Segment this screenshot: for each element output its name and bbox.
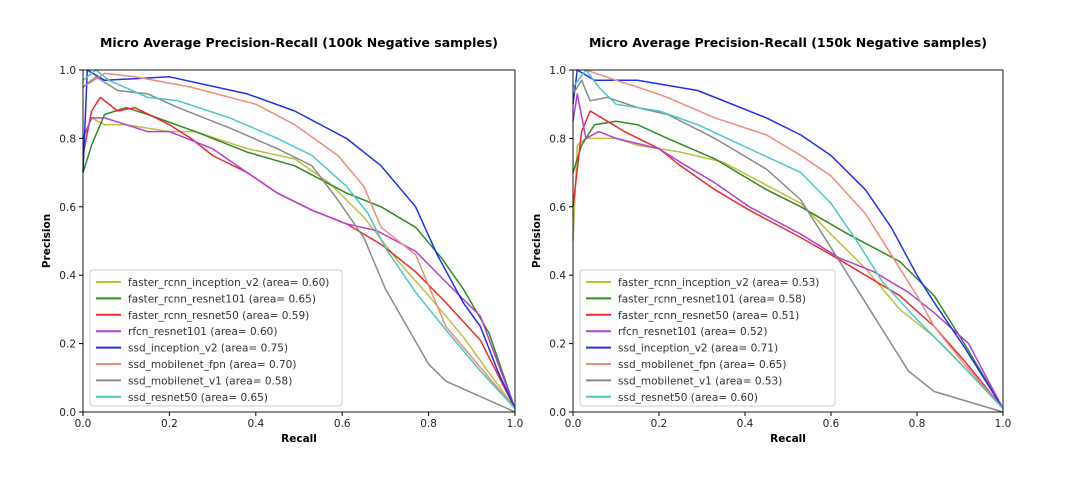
y-tick-label: 1.0 <box>59 65 76 77</box>
x-tick-label: 1.0 <box>507 418 524 430</box>
legend-item: rfcn_resnet101 (area= 0.60) <box>96 326 277 338</box>
legend-label: faster_rcnn_inception_v2 (area= 0.53) <box>618 277 819 289</box>
legend-label: ssd_resnet50 (area= 0.60) <box>618 392 758 404</box>
series-line-2 <box>82 106 516 409</box>
x-tick-label: 0.6 <box>823 418 840 430</box>
series-line-5 <box>572 69 1004 409</box>
legend-box <box>89 269 343 407</box>
legend-box <box>579 269 836 407</box>
series-line-7 <box>572 79 1004 413</box>
legend-label: faster_rcnn_resnet101 (area= 0.65) <box>128 293 316 305</box>
series-line-1 <box>572 137 1004 410</box>
series-line-2 <box>572 120 1004 409</box>
legend-label: rfcn_resnet101 (area= 0.60) <box>128 326 277 338</box>
legend-label: ssd_mobilenet_v1 (area= 0.53) <box>618 375 782 387</box>
series-line-4 <box>82 117 516 409</box>
legend-item: faster_rcnn_resnet101 (area= 0.65) <box>96 293 316 305</box>
series-line-3 <box>572 110 1004 410</box>
x-tick-label: 0.2 <box>161 418 178 430</box>
legend-item: ssd_inception_v2 (area= 0.75) <box>96 343 288 355</box>
y-tick-label: 0.4 <box>59 270 76 282</box>
legend-item: rfcn_resnet101 (area= 0.52) <box>586 326 767 338</box>
y-tick-label: 0.2 <box>59 339 76 351</box>
legend-label: faster_rcnn_inception_v2 (area= 0.60) <box>128 277 329 289</box>
legend-item: ssd_inception_v2 (area= 0.71) <box>586 343 778 355</box>
y-axis-label: Precision <box>41 214 53 268</box>
chart-panel-2: 0.0 0.2 0.4 0.6 0.8 1.0 0.0 0.2 0.4 0.6 0.8 1.0 Micr… <box>531 35 1011 445</box>
plot-frame <box>572 69 1004 413</box>
series-line-6 <box>82 72 516 410</box>
legend-label: faster_rcnn_resnet101 (area= 0.58) <box>618 293 806 305</box>
legend: faster_rcnn_inception_v2 (area= 0.53) fas… <box>579 269 836 407</box>
y-tick-label: 0.8 <box>59 133 76 145</box>
legend-label: ssd_mobilenet_fpn (area= 0.65) <box>618 359 786 371</box>
legend-item: faster_rcnn_inception_v2 (area= 0.53) <box>586 277 819 289</box>
legend-item: ssd_mobilenet_v1 (area= 0.58) <box>96 375 292 387</box>
legend-label: faster_rcnn_resnet50 (area= 0.59) <box>128 310 309 322</box>
x-tick-label: 0.0 <box>75 418 92 430</box>
x-tick-label: 0.6 <box>334 418 351 430</box>
legend-label: ssd_resnet50 (area= 0.65) <box>128 392 268 404</box>
legend-item: ssd_mobilenet_fpn (area= 0.70) <box>96 359 296 371</box>
y-tick-label: 0.2 <box>549 339 566 351</box>
series-line-6 <box>572 69 1004 410</box>
series-line-8 <box>82 69 516 410</box>
chart-panel-1: 0.0 0.2 0.4 0.6 0.8 1.0 0.0 0.2 0.4 0.6 0.8 1.0 Micr… <box>41 35 523 445</box>
legend-item: faster_rcnn_resnet50 (area= 0.59) <box>96 310 309 322</box>
chart-title: Micro Average Precision-Recall (100k Neg… <box>100 35 498 50</box>
x-tick-label: 0.2 <box>651 418 668 430</box>
legend-label: ssd_mobilenet_fpn (area= 0.70) <box>128 359 296 371</box>
plot-frame <box>82 69 516 413</box>
series-line-1 <box>82 117 516 410</box>
y-axis-label: Precision <box>531 214 543 268</box>
legend-item: ssd_resnet50 (area= 0.65) <box>96 392 268 404</box>
x-tick-label: 0.0 <box>565 418 582 430</box>
series-line-5 <box>82 69 516 409</box>
x-tick-label: 0.4 <box>247 418 264 430</box>
legend-item: ssd_resnet50 (area= 0.60) <box>586 392 758 404</box>
chart-title: Micro Average Precision-Recall (150k Neg… <box>589 35 987 50</box>
legend-item: faster_rcnn_inception_v2 (area= 0.60) <box>96 277 329 289</box>
y-tick-label: 0.0 <box>549 407 566 419</box>
legend-label: rfcn_resnet101 (area= 0.52) <box>618 326 767 338</box>
y-tick-label: 0.4 <box>549 270 566 282</box>
legend-item: faster_rcnn_resnet101 (area= 0.58) <box>586 293 806 305</box>
x-tick-label: 1.0 <box>995 418 1012 430</box>
legend-label: faster_rcnn_resnet50 (area= 0.51) <box>618 310 799 322</box>
legend-label: ssd_mobilenet_v1 (area= 0.58) <box>128 375 292 387</box>
x-axis-label: Recall <box>770 433 806 445</box>
x-tick-label: 0.4 <box>737 418 754 430</box>
y-tick-label: 0.0 <box>59 407 76 419</box>
legend-item: ssd_mobilenet_v1 (area= 0.53) <box>586 375 782 387</box>
legend: faster_rcnn_inception_v2 (area= 0.60) fas… <box>89 269 343 407</box>
legend-item: ssd_mobilenet_fpn (area= 0.65) <box>586 359 786 371</box>
series-line-7 <box>82 76 516 413</box>
legend-label: ssd_inception_v2 (area= 0.71) <box>618 343 778 355</box>
legend-item: faster_rcnn_resnet50 (area= 0.51) <box>586 310 799 322</box>
series-line-8 <box>572 69 1004 410</box>
legend-label: ssd_inception_v2 (area= 0.75) <box>128 343 288 355</box>
y-tick-label: 1.0 <box>549 65 566 77</box>
x-tick-label: 0.8 <box>909 418 926 430</box>
y-tick-label: 0.8 <box>549 133 566 145</box>
y-tick-label: 0.6 <box>59 202 76 214</box>
y-tick-label: 0.6 <box>549 202 566 214</box>
x-tick-label: 0.8 <box>420 418 437 430</box>
x-axis-label: Recall <box>281 433 317 445</box>
